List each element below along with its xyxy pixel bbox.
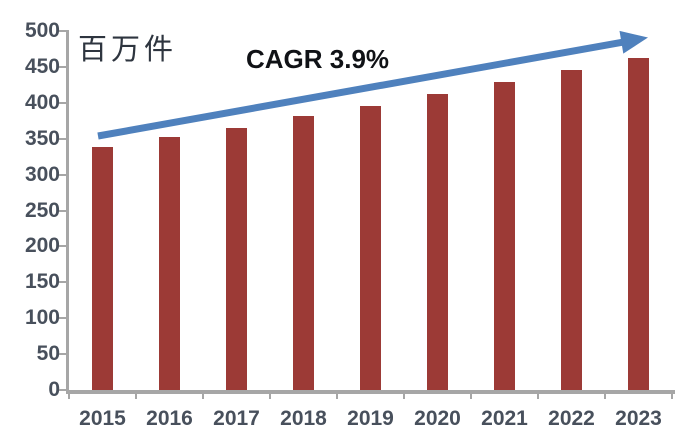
bar: [628, 58, 649, 390]
x-axis-tick-mark: [671, 390, 673, 399]
x-axis-tick-label: 2017: [213, 407, 260, 430]
y-axis-tick-mark: [59, 317, 67, 320]
trend-arrow-head-icon: [619, 30, 648, 54]
bar: [360, 105, 381, 390]
bar: [494, 81, 515, 390]
y-axis-tick-mark: [59, 30, 67, 32]
y-axis-tick-mark: [59, 101, 67, 104]
cagr-annotation: CAGR 3.9%: [246, 44, 390, 74]
y-axis-tick-label: 150: [24, 270, 60, 294]
x-axis-tick-label: 2018: [280, 407, 327, 430]
x-axis-tick-label: 2021: [481, 407, 528, 430]
x-axis-tick-mark: [537, 390, 539, 399]
x-axis-tick-label: 2023: [615, 407, 662, 430]
x-axis-tick-mark: [68, 390, 70, 399]
x-axis-tick-mark: [336, 390, 338, 399]
y-axis-tick-label: 200: [24, 234, 60, 258]
y-axis-tick-label: 450: [24, 54, 60, 78]
x-axis-tick-mark: [470, 390, 472, 399]
y-axis-tick-mark: [59, 173, 67, 176]
y-axis-tick-mark: [59, 281, 67, 284]
x-axis-tick-mark: [135, 390, 137, 399]
y-axis-tick-mark: [59, 137, 67, 140]
y-axis-tick-mark: [59, 209, 67, 212]
y-axis-tick-label: 400: [24, 90, 60, 114]
x-axis-tick-label: 2016: [146, 407, 193, 430]
bar: [293, 116, 314, 390]
bar: [92, 147, 113, 390]
x-axis-line: [66, 390, 675, 394]
x-axis-tick-label: 2015: [79, 407, 126, 430]
y-axis-tick-label: 250: [24, 198, 60, 222]
y-axis-tick-mark: [59, 65, 67, 68]
y-axis-tick-mark: [59, 389, 67, 391]
x-axis-tick-mark: [202, 390, 204, 399]
x-axis-tick-mark: [269, 390, 271, 399]
y-axis-line: [66, 30, 69, 394]
y-axis-tick-mark: [59, 353, 67, 356]
y-axis-tick-label: 300: [24, 162, 60, 186]
bar: [226, 127, 247, 390]
bar: [427, 94, 448, 390]
y-axis-tick-label: 500: [24, 19, 60, 42]
y-axis-tick-mark: [59, 245, 67, 248]
x-axis-tick-label: 2022: [548, 407, 595, 430]
x-axis-tick-label: 2019: [347, 407, 394, 430]
bar: [561, 69, 582, 390]
y-axis-unit-label: 百万件: [78, 34, 178, 66]
y-axis-tick-label: 50: [36, 342, 60, 366]
x-axis-tick-label: 2020: [414, 407, 461, 430]
x-axis-tick-mark: [604, 390, 606, 399]
bar: [159, 137, 180, 390]
y-axis-tick-label: 100: [24, 306, 60, 330]
y-axis-tick-label: 0: [48, 378, 60, 401]
y-axis-tick-label: 350: [24, 126, 60, 150]
x-axis-tick-mark: [403, 390, 405, 399]
